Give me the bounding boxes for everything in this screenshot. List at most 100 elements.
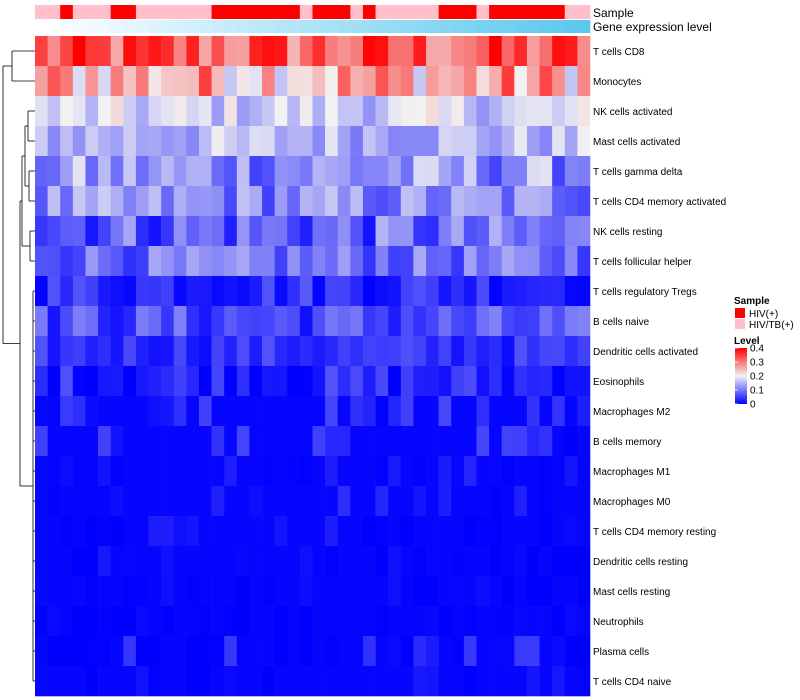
heatmap-cell [388, 246, 402, 277]
heatmap-cell [249, 246, 263, 277]
heatmap-cell [526, 156, 540, 187]
heatmap-cell [413, 246, 427, 277]
heatmap-cell [501, 276, 515, 307]
heatmap-cell [552, 606, 566, 637]
heatmap-cell [173, 486, 187, 517]
heatmap-cell [312, 336, 326, 367]
heatmap-cell [161, 96, 175, 127]
heatmap-cell [110, 366, 124, 397]
heatmap-cell [249, 456, 263, 487]
heatmap-cell [60, 336, 74, 367]
heatmap-cell [211, 96, 225, 127]
heatmap-cell [198, 606, 212, 637]
sample-annotation-cell [148, 5, 162, 19]
expression-annotation-cell [72, 20, 86, 33]
heatmap-cell [262, 306, 275, 337]
expression-annotation-cell [299, 20, 313, 33]
heatmap-cell [451, 666, 465, 697]
heatmap-cell [186, 426, 200, 457]
heatmap-cell [47, 246, 61, 277]
heatmap-cell [362, 426, 376, 457]
heatmap-cell [262, 396, 275, 427]
heatmap-cell [426, 126, 439, 157]
heatmap-cell [148, 636, 162, 667]
heatmap-cell [375, 306, 389, 337]
heatmap-cell [526, 66, 540, 97]
heatmap-cell [35, 216, 48, 247]
heatmap-cell [161, 66, 175, 97]
heatmap-cell [426, 336, 439, 367]
heatmap-cell [35, 426, 48, 457]
heatmap-cell [400, 636, 414, 667]
heatmap-cell [577, 516, 591, 547]
heatmap-cell [451, 546, 465, 577]
heatmap-cell [337, 666, 351, 697]
heatmap-cell [98, 216, 111, 247]
heatmap-cell [552, 516, 566, 547]
heatmap-cell [198, 426, 212, 457]
heatmap-cell [552, 246, 566, 277]
heatmap-cell [400, 576, 414, 607]
heatmap-cell [249, 216, 263, 247]
row-label: NK cells resting [593, 227, 662, 238]
heatmap-cell [350, 666, 364, 697]
heatmap-cell [413, 36, 427, 67]
heatmap-cell [110, 36, 124, 67]
heatmap-cell [72, 276, 86, 307]
row-label: Macrophages M0 [593, 497, 671, 508]
heatmap-cell [299, 306, 313, 337]
heatmap-cell [501, 306, 515, 337]
heatmap-cell [173, 186, 187, 217]
heatmap-cell [299, 186, 313, 217]
heatmap-cell [148, 486, 162, 517]
heatmap-cell [312, 186, 326, 217]
heatmap-cell [552, 96, 566, 127]
heatmap-cell [312, 546, 326, 577]
heatmap-cell [413, 186, 427, 217]
heatmap-cell [362, 126, 376, 157]
heatmap-cell [224, 426, 238, 457]
heatmap-cell [564, 576, 578, 607]
heatmap-cell [388, 36, 402, 67]
heatmap-cell [211, 426, 225, 457]
heatmap-cell [362, 66, 376, 97]
heatmap-cell [451, 126, 465, 157]
heatmap-cell [539, 426, 553, 457]
heatmap-cell [539, 156, 553, 187]
heatmap-cell [451, 66, 465, 97]
heatmap-cell [262, 276, 275, 307]
heatmap-cell [35, 246, 48, 277]
heatmap-cell [198, 96, 212, 127]
heatmap-cell [135, 246, 149, 277]
heatmap-cell [438, 366, 452, 397]
heatmap-cell [148, 606, 162, 637]
heatmap-cell [60, 246, 74, 277]
heatmap-cell [350, 246, 364, 277]
heatmap-cell [362, 276, 376, 307]
heatmap-cell [337, 336, 351, 367]
heatmap-cell [47, 396, 61, 427]
heatmap-cell [362, 666, 376, 697]
heatmap-cell [362, 546, 376, 577]
heatmap-cell [526, 336, 540, 367]
heatmap-cell [85, 636, 99, 667]
heatmap-cell [451, 456, 465, 487]
heatmap-cell [337, 126, 351, 157]
heatmap-cell [312, 276, 326, 307]
heatmap-cell [501, 546, 515, 577]
heatmap-cell [173, 516, 187, 547]
heatmap-cell [577, 486, 591, 517]
sample-annotation-cell [299, 5, 313, 19]
heatmap-cell [236, 396, 250, 427]
heatmap-cell [274, 66, 288, 97]
heatmap-cell [85, 576, 99, 607]
heatmap-cell [262, 126, 275, 157]
sample-annotation-cell [489, 5, 503, 19]
heatmap-cell [501, 186, 515, 217]
expression-annotation-cell [161, 20, 175, 33]
heatmap-cell [501, 366, 515, 397]
heatmap-cell [564, 546, 578, 577]
heatmap-cell [299, 156, 313, 187]
heatmap-cell [47, 366, 61, 397]
heatmap-cell [224, 216, 238, 247]
